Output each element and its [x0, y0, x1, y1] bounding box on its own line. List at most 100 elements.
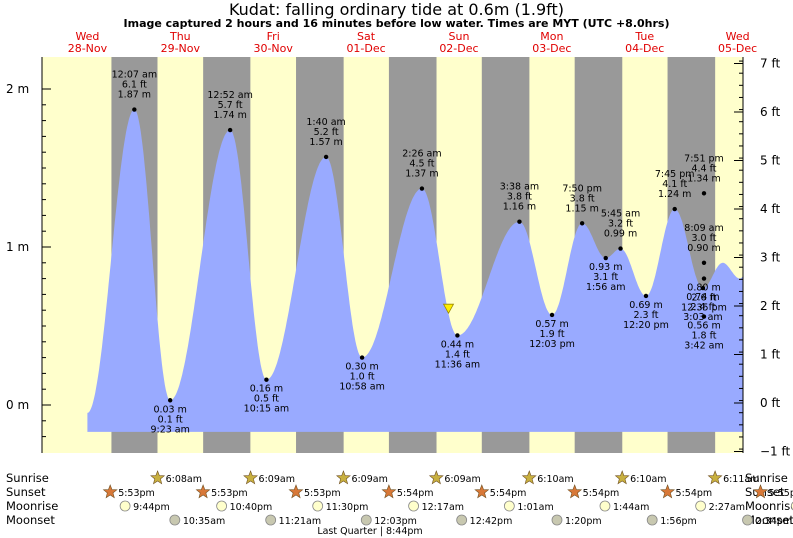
tide-point-label: 0.69 m	[629, 300, 662, 311]
tide-point	[701, 191, 707, 196]
tide-point-label: 1.87 m	[118, 90, 151, 101]
sunset-icon	[288, 484, 304, 499]
tide-point-label: 8:09 am	[684, 223, 723, 234]
sunset-time: 5:55pm	[769, 488, 793, 499]
moon-phase-note: Last Quarter | 8:44pm	[317, 526, 422, 537]
sunrise-icon	[521, 470, 537, 485]
tide-point-label: 1.57 m	[309, 137, 342, 148]
tide-point-label: 12:52 am	[207, 90, 252, 101]
tide-point	[227, 127, 233, 133]
tide-point-label: 0.44 m	[441, 339, 474, 350]
day-date-label: 05-Dec	[718, 42, 757, 55]
sunrise-icon	[707, 470, 723, 485]
sunset-time: 5:54pm	[397, 488, 434, 499]
sunset-icon	[567, 484, 583, 499]
day-date-label: 03-Dec	[532, 42, 571, 55]
sunrise-time: 6:10am	[537, 474, 573, 485]
tide-point	[132, 107, 137, 112]
sunset-icon	[660, 484, 676, 499]
tide-point-label: 1.0 ft	[350, 372, 375, 383]
tide-point	[643, 293, 649, 299]
moonset-time: 10:35am	[183, 516, 225, 527]
day-name-label: Wed	[726, 30, 750, 43]
right-tick-label: 3 ft	[760, 251, 780, 265]
tide-point-label: 0.56 m	[687, 321, 720, 332]
moonrise-icon	[695, 500, 707, 512]
day-name-label: Mon	[540, 30, 563, 43]
tide-point	[549, 312, 555, 318]
tide-point-label: 3:42 am	[684, 341, 723, 352]
moonrise-icon	[312, 500, 324, 512]
tide-point-label: 2:26 am	[402, 149, 441, 160]
tide-point	[323, 154, 329, 160]
tide-point-label: 4.1 ft	[662, 179, 687, 190]
tide-point-label: 1:40 am	[306, 117, 345, 128]
day-labels: Wed28-NovThu29-NovFri30-NovSat01-DecSun0…	[68, 30, 758, 55]
tide-point	[701, 276, 707, 281]
tide-point-label: 11:36 am	[435, 359, 480, 370]
tide-point-label: 0.80 m	[687, 283, 720, 294]
current-level-triangle	[442, 303, 455, 315]
sunset-icon	[195, 484, 211, 499]
tide-point-label: 0.90 m	[687, 243, 720, 254]
day-date-label: 28-Nov	[68, 42, 108, 55]
moonset-icon	[742, 514, 753, 526]
tide-point-label: 0.03 m	[153, 404, 186, 415]
tide-point	[359, 355, 365, 360]
tide-point	[579, 221, 585, 226]
tide-point	[701, 260, 707, 265]
tide-point-label: 2.3 ft	[633, 310, 658, 321]
right-tick-label: 1 ft	[760, 348, 780, 362]
right-tick-label: −1 ft	[760, 445, 791, 459]
sunrise-icon	[428, 470, 444, 485]
tide-point-label: 1:56 am	[586, 282, 625, 293]
moonset-icon	[360, 514, 372, 526]
right-tick-label: 4 ft	[760, 202, 780, 216]
tide-point-label: 7:50 pm	[562, 183, 602, 194]
tide-point	[517, 219, 522, 224]
tide-point-label: 12:03 pm	[529, 339, 575, 350]
tide-point-label: 0.93 m	[589, 262, 622, 273]
tide-point-label: 1.4 ft	[445, 349, 470, 360]
moonset-time: 1:56pm	[660, 516, 697, 527]
tide-point-label: 1.74 m	[213, 110, 246, 121]
tide-point-label: 1.8 ft	[691, 331, 716, 342]
day-date-label: 29-Nov	[161, 42, 201, 55]
sunset-time: 5:53pm	[211, 488, 248, 499]
tide-point-label: 0.5 ft	[254, 394, 279, 405]
day-name-label: Wed	[75, 30, 99, 43]
day-name-label: Fri	[267, 30, 280, 43]
tide-point-label: 7:51 pm	[684, 153, 724, 164]
tide-point	[419, 186, 425, 191]
tide-point-label: 12:35 pm	[681, 303, 727, 314]
right-tick-label: 0 ft	[760, 396, 780, 410]
tide-point	[603, 255, 608, 261]
tide-point	[455, 333, 460, 338]
tide-point-label: 5:45 am	[601, 209, 640, 220]
sunrise-time: 6:09am	[259, 474, 295, 485]
tide-point-label: 9:23 am	[150, 424, 189, 435]
moonrise-row-label-left: Moonrise	[6, 499, 58, 513]
day-date-label: 30-Nov	[253, 42, 293, 55]
moonrise-time: 1:44am	[613, 502, 649, 513]
moonrise-time: 10:40pm	[230, 502, 273, 513]
sunset-icon	[381, 484, 397, 499]
day-name-label: Tue	[634, 30, 654, 43]
sunrise-time: 6:08am	[166, 474, 202, 485]
tide-point-label: 5.2 ft	[314, 127, 339, 138]
tide-points: 12:07 am6.1 ft1.87 m 0.03 m0.1 ft9:23 am 1…	[112, 70, 727, 436]
sunrise-icon	[150, 470, 166, 485]
sun-moon-rows: Sunrise Sunrise 6:08am 6:09am 6:09am 6:09am 6:…	[6, 470, 793, 537]
tide-point-label: 4.5 ft	[409, 159, 434, 170]
right-tick-label: 6 ft	[760, 105, 780, 119]
tide-point-label: 12:20 pm	[623, 320, 669, 331]
tide-point-label: 1.37 m	[405, 169, 438, 180]
tide-point-label: 7:45 pm	[655, 169, 695, 180]
tide-point-label: 0.1 ft	[158, 414, 183, 425]
sunset-icon	[753, 484, 769, 499]
tide-point-label: 1.9 ft	[540, 329, 565, 340]
moonrise-icon	[216, 500, 228, 512]
moonset-icon	[551, 514, 563, 526]
sunrise-icon	[614, 470, 630, 485]
